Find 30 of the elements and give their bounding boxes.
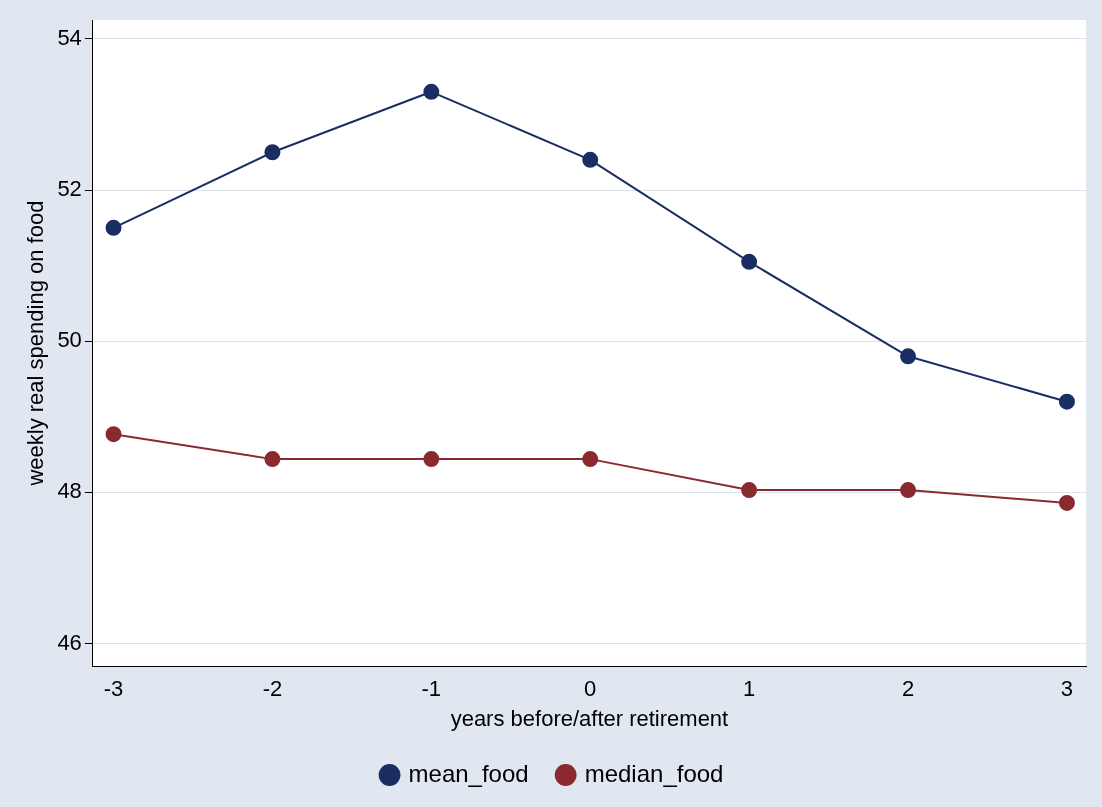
point <box>900 482 917 499</box>
point <box>423 451 440 468</box>
x-axis-title: years before/after retirement <box>450 705 729 731</box>
point <box>105 219 122 236</box>
y-tick-label: 52 <box>57 176 82 202</box>
x-tick-label: 0 <box>584 676 597 702</box>
point <box>1058 393 1075 410</box>
point <box>741 253 758 270</box>
point <box>423 83 440 100</box>
point <box>741 482 758 499</box>
y-tick-label: 54 <box>57 24 82 50</box>
point <box>264 451 281 468</box>
point <box>582 451 599 468</box>
x-tick-label: 2 <box>901 676 915 702</box>
x-tick-label: -1 <box>421 676 442 702</box>
point <box>582 151 599 168</box>
point <box>105 426 122 443</box>
x-tick-label: -2 <box>262 676 283 702</box>
y-tick-label: 46 <box>57 629 82 655</box>
point <box>1058 494 1075 511</box>
x-tick-label: 1 <box>743 676 756 702</box>
legend-label: median_food <box>584 759 724 787</box>
point <box>264 144 281 161</box>
y-tick-label: 48 <box>57 478 82 504</box>
point <box>900 348 917 365</box>
y-axis-title: weekly real spending on food <box>23 200 49 487</box>
x-tick-label: -3 <box>103 676 124 702</box>
x-tick-label: 3 <box>1060 676 1074 702</box>
legend-label: mean_food <box>408 759 529 787</box>
y-tick-label: 50 <box>57 327 82 353</box>
